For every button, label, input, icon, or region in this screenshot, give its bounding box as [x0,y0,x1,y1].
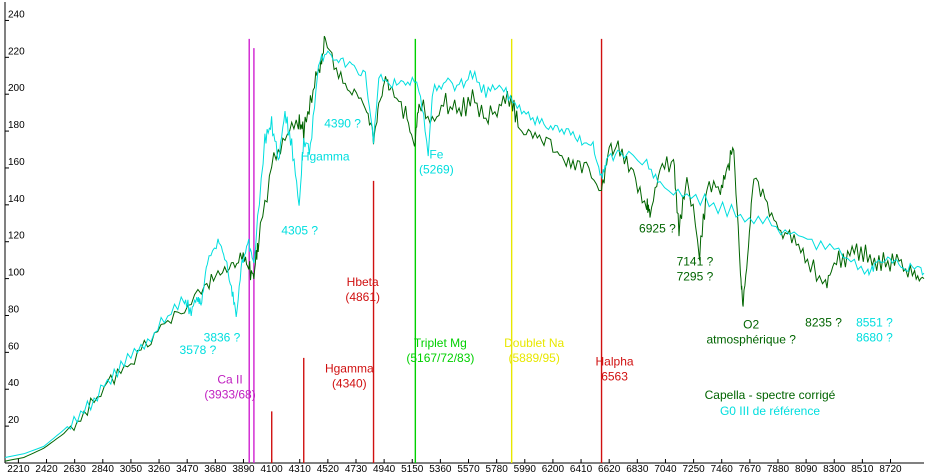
x-tick-label: 6200 [542,464,565,475]
x-tick-label: 8300 [823,464,846,475]
x-tick-label: 4520 [317,464,340,475]
annotation-line: Ca II [217,373,242,387]
annotation-line: O2 [743,317,759,331]
x-tick-label: 4310 [289,464,312,475]
x-tick-label: 7880 [767,464,790,475]
annotation-line: Fe [429,148,443,162]
y-tick-label: 160 [8,157,25,168]
annotation-line: 7141 ? [677,255,714,269]
annotation-halpha: Halpha 6563 [596,354,634,383]
x-tick-label: 3890 [232,464,255,475]
annotation-l4305: 4305 ? [281,223,318,237]
y-tick-label: 200 [8,83,25,94]
line-annotations: Ca II (3933/68)Hgamma (4340)Hbeta (4861)Tri… [180,116,894,401]
annotation-line: 4390 ? [324,116,361,130]
x-tick-label: 3470 [176,464,199,475]
spectrum-series [4,35,925,462]
x-tick-label: 8510 [851,464,874,475]
annotation-l8551: 8551 ? 8680 ? [856,316,893,345]
x-tick-label: 8090 [795,464,818,475]
annotation-ca-ii: Ca II (3933/68) [204,373,255,402]
x-tick-label: 7250 [682,464,705,475]
y-tick-label: 100 [8,268,25,279]
annotation-hbeta: Hbeta (4861) [345,275,380,304]
annotation-line: (5167/72/83) [406,351,474,365]
y-tick-label: 220 [8,46,25,57]
annotation-line: 6563 [601,369,628,383]
x-tick-label: 5150 [401,464,424,475]
x-tick-label: 6410 [570,464,593,475]
x-tick-label: 2840 [92,464,115,475]
x-tick-label: 5360 [429,464,452,475]
y-tick-label: 40 [8,378,20,389]
x-tick-label: 2630 [64,464,87,475]
annotation-hgamma-red: Hgamma (4340) [325,362,374,391]
series-line-g0-reference [4,50,925,458]
annotation-line: Hgamma [325,362,374,376]
annotation-hgamma-cyan: Hgamma [301,150,350,164]
annotation-line: 8235 ? [805,316,842,330]
x-tick-label: 4100 [260,464,283,475]
annotation-line: 3836 ? [204,330,241,344]
x-tick-label: 7670 [739,464,762,475]
annotation-line: 6925 ? [639,222,676,236]
chart-axes [4,2,924,464]
annotation-l3836: 3836 ? [204,330,241,344]
x-axis-ticks: 2210 2420 2630 2840 3050 3260 3470 3680 3890 4100… [7,459,902,475]
x-tick-label: 3260 [148,464,171,475]
annotation-line: (5889/95) [508,351,559,365]
annotation-line: (4861) [345,290,380,304]
annotation-line: 4305 ? [281,223,318,237]
x-tick-label: 5990 [514,464,537,475]
annotation-line: (4340) [332,377,367,391]
x-tick-label: 2210 [7,464,30,475]
y-tick-label: 240 [8,9,25,20]
y-tick-label: 20 [8,415,20,426]
annotation-line: Hgamma [301,150,350,164]
annotation-line: 8680 ? [856,331,893,345]
y-tick-label: 120 [8,231,25,242]
annotation-line: Halpha [596,354,634,368]
annotation-h4390: 4390 ? [324,116,361,130]
x-tick-label: 7040 [654,464,677,475]
annotation-line: 3578 ? [180,343,217,357]
annotation-line: atmosphérique ? [706,332,796,346]
annotation-line: Hbeta [347,275,379,289]
annotation-l7141: 7141 ? 7295 ? [677,255,714,284]
x-tick-label: 5570 [457,464,480,475]
annotation-l3578: 3578 ? [180,343,217,357]
annotation-l6925: 6925 ? [639,222,676,236]
x-tick-label: 3680 [204,464,227,475]
x-tick-label: 7460 [711,464,734,475]
x-tick-label: 6620 [598,464,621,475]
y-tick-label: 60 [8,341,20,352]
x-tick-label: 4730 [345,464,368,475]
y-tick-label: 140 [8,194,25,205]
annotation-line: (5269) [419,163,454,177]
chart-legend: Capella - spectre corrigé G0 III de référ… [705,388,836,418]
annotation-fe: Fe (5269) [419,148,454,177]
y-tick-label: 80 [8,304,20,315]
annotation-line: Triplet Mg [414,336,467,350]
x-tick-label: 8720 [879,464,902,475]
annotation-line: Doublet Na [504,336,564,350]
x-tick-label: 6830 [626,464,649,475]
x-tick-label: 4940 [373,464,396,475]
annotation-line: (3933/68) [204,388,255,402]
annotation-l8235: 8235 ? [805,316,842,330]
annotation-doublet-na: Doublet Na (5889/95) [504,336,564,365]
y-tick-label: 180 [8,120,25,131]
annotation-triplet-mg: Triplet Mg (5167/72/83) [406,336,474,365]
legend-entry: G0 III de référence [720,404,820,418]
x-tick-label: 3050 [120,464,143,475]
annotation-o2: O2 atmosphérique ? [706,317,796,346]
y-axis-ticks: 20 40 60 80 100 120 140 160 180 200 220 240 [5,9,25,427]
annotation-line: 7295 ? [677,270,714,284]
annotation-line: 8551 ? [856,316,893,330]
x-tick-label: 2420 [35,464,58,475]
legend-entry: Capella - spectre corrigé [705,388,836,402]
x-tick-label: 5780 [486,464,509,475]
